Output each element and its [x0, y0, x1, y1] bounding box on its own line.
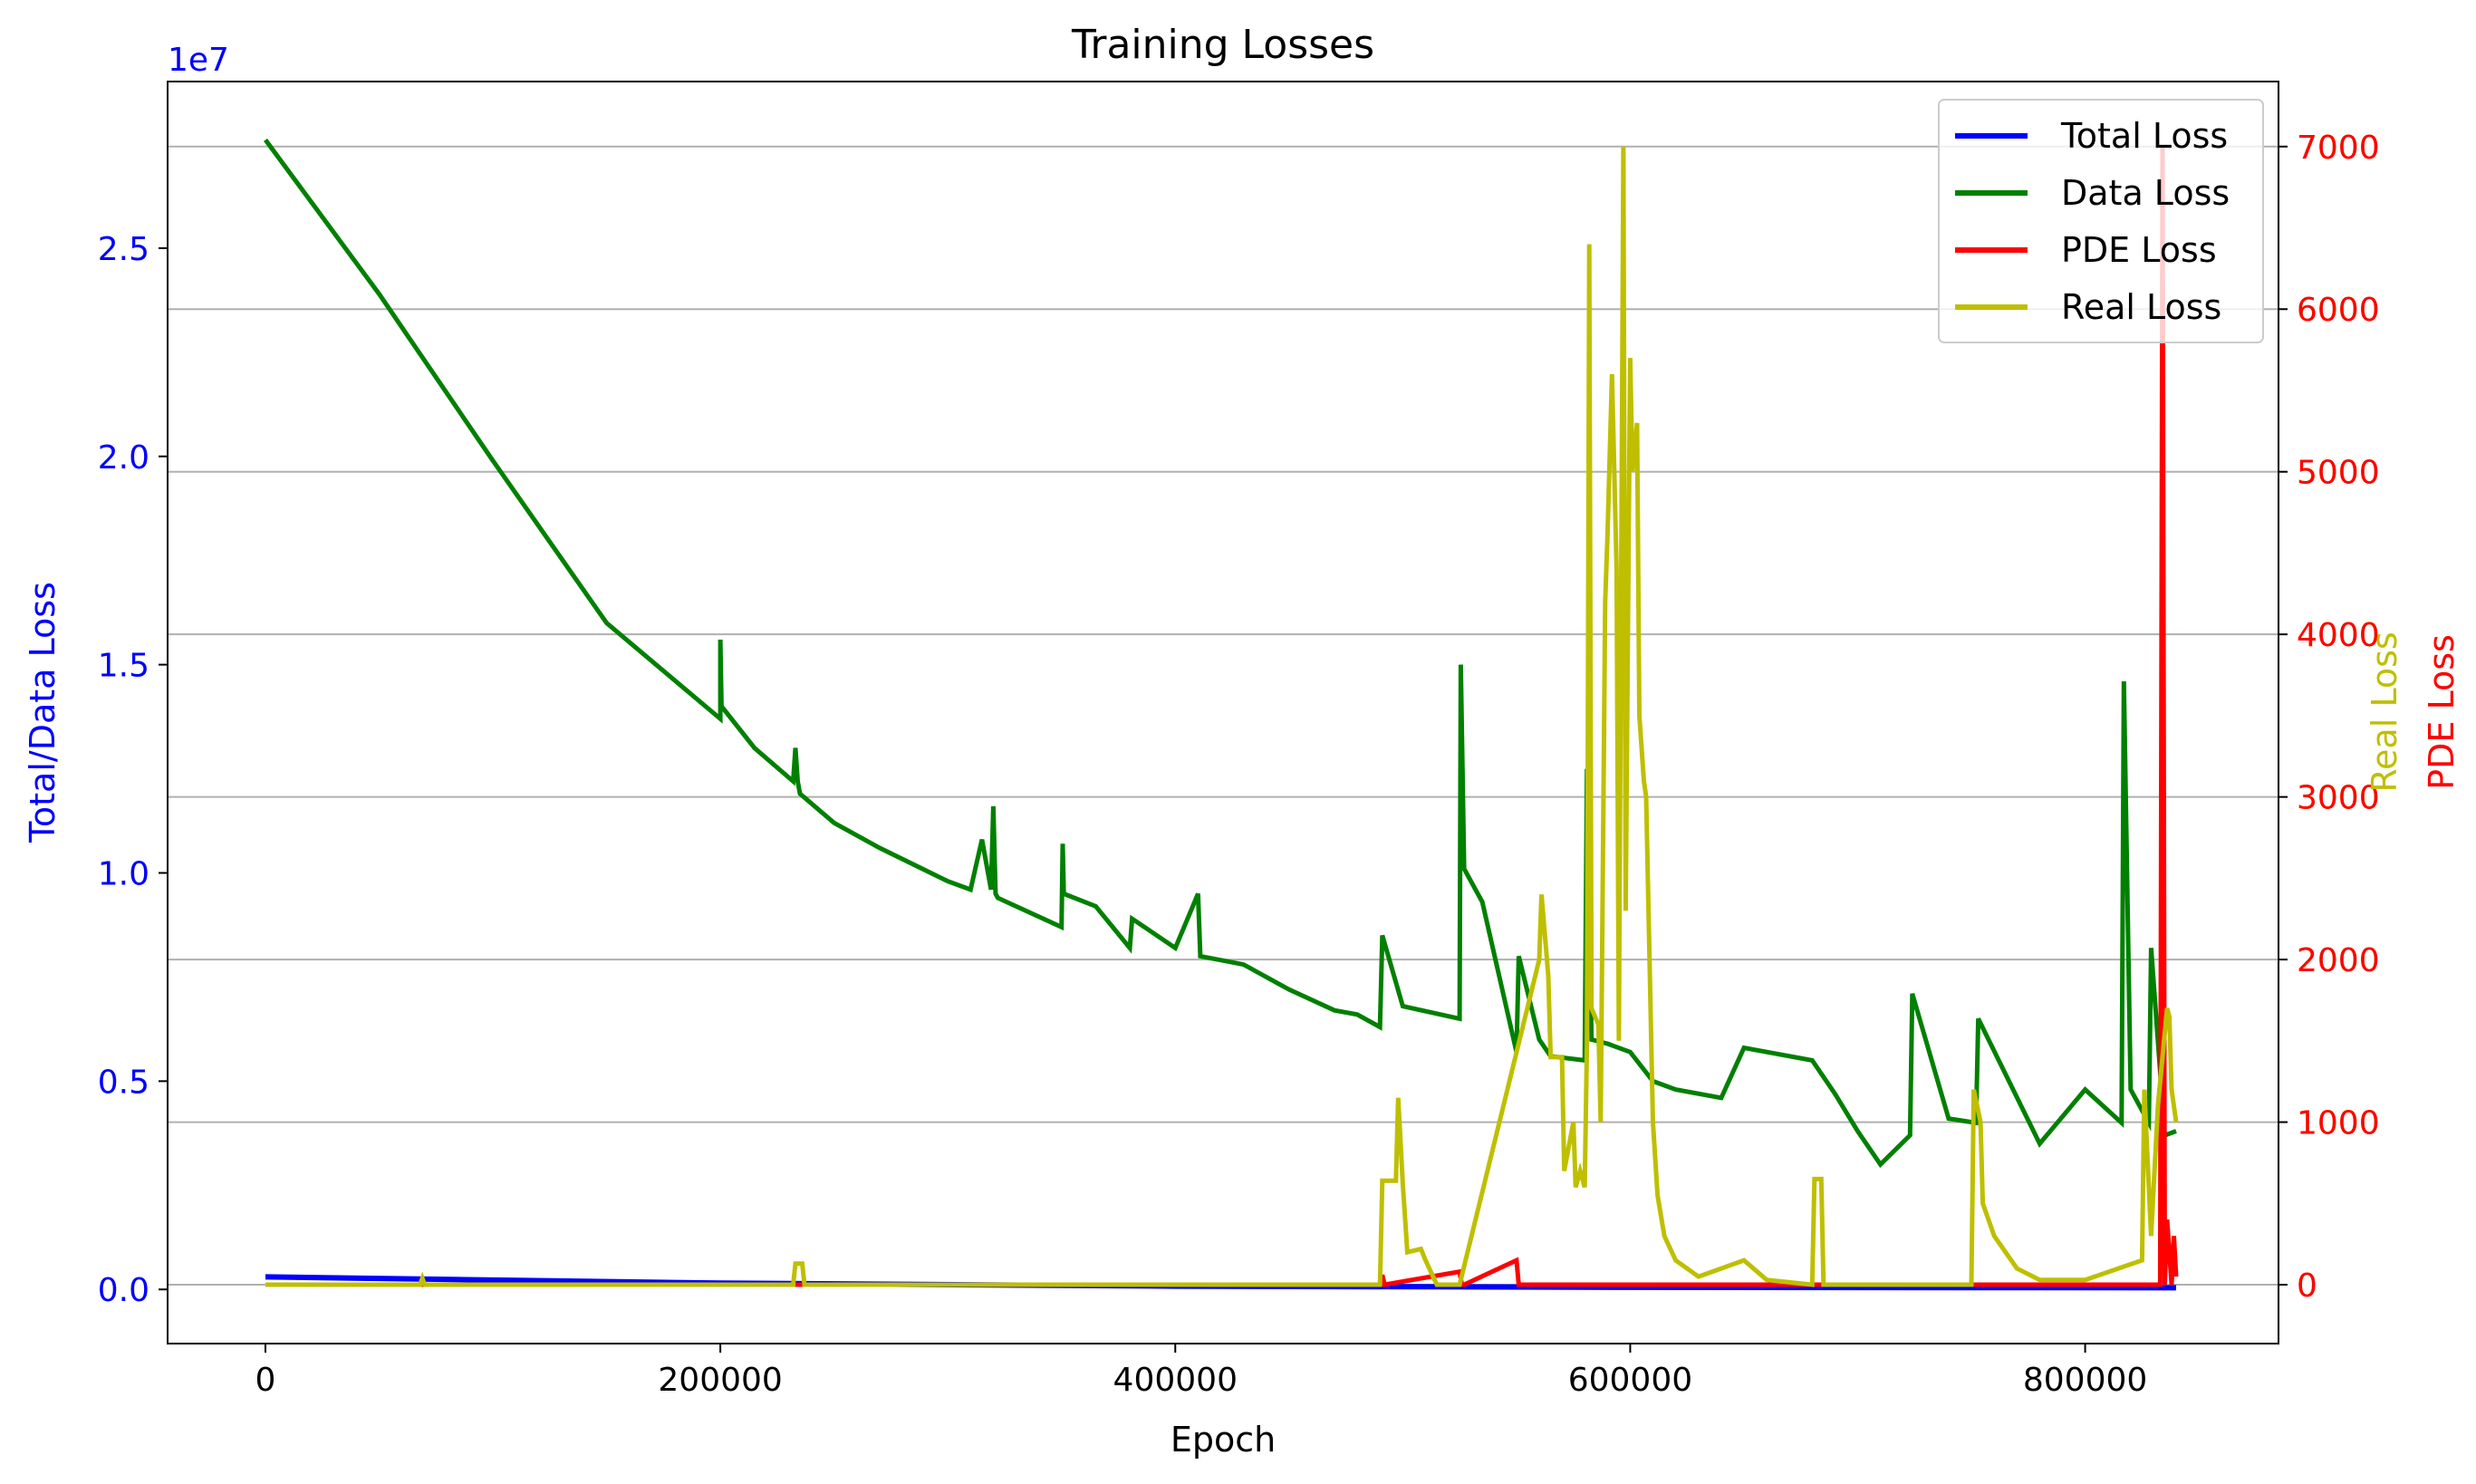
- legend-box: [1938, 99, 2264, 343]
- x-axis-ticks: 0 200000 400000 600000 800000: [255, 1344, 2147, 1399]
- pde-tick-label: 7000: [2297, 130, 2380, 167]
- pde-axis-label: PDE Loss: [2422, 634, 2462, 790]
- real-axis-label: Real Loss: [2365, 631, 2404, 792]
- legend: Total Loss Data Loss PDE Loss Real Loss: [1938, 99, 2264, 343]
- pde-tick-label: 2000: [2297, 942, 2380, 979]
- real-tick-label: 3000: [2297, 780, 2380, 817]
- legend-label-total: Total Loss: [2060, 116, 2228, 156]
- pde-loss-line: [265, 146, 2179, 1287]
- legend-label-real: Real Loss: [2061, 287, 2221, 327]
- left-tick-label: 1.0: [98, 855, 149, 892]
- x-tick-label: 400000: [1113, 1362, 1238, 1399]
- left-tick-label: 2.5: [98, 231, 149, 268]
- pde-tick-label: 1000: [2297, 1105, 2380, 1142]
- legend-label-pde: PDE Loss: [2061, 230, 2217, 270]
- series-lines: [263, 138, 2179, 1291]
- left-tick-label: 2.0: [98, 439, 149, 477]
- data-loss-line: [263, 138, 2177, 1169]
- real-tick-label: 7000: [2297, 130, 2380, 167]
- x-tick-label: 200000: [658, 1362, 782, 1399]
- left-axis-offset: 1e7: [168, 42, 229, 79]
- real-tick-label: 6000: [2297, 292, 2380, 329]
- right-axis-ticks: 0010001000200020003000300040004000500050…: [2278, 130, 2380, 1305]
- x-tick-label: 800000: [2023, 1362, 2147, 1399]
- x-axis-label: Epoch: [1171, 1420, 1276, 1460]
- left-tick-label: 1.5: [98, 648, 149, 685]
- pde-tick-label: 4000: [2297, 617, 2380, 654]
- pde-tick-label: 0: [2297, 1267, 2317, 1305]
- real-tick-label: 1000: [2297, 1105, 2380, 1142]
- real-tick-label: 2000: [2297, 942, 2380, 979]
- plot-frame: [167, 81, 2279, 1344]
- legend-label-data: Data Loss: [2061, 173, 2230, 213]
- pde-tick-label: 3000: [2297, 780, 2380, 817]
- x-tick-label: 600000: [1568, 1362, 1692, 1399]
- x-tick-label: 0: [255, 1362, 276, 1399]
- pde-tick-label: 6000: [2297, 292, 2380, 329]
- real-tick-label: 5000: [2297, 455, 2380, 492]
- left-tick-label: 0.5: [98, 1064, 149, 1101]
- real-tick-label: 4000: [2297, 617, 2380, 654]
- real-tick-label: 0: [2297, 1267, 2317, 1305]
- chart-title: Training Losses: [1071, 22, 1374, 68]
- left-axis-label: Total/Data Loss: [23, 582, 63, 843]
- real-loss-line: [265, 146, 2179, 1287]
- left-axis-ticks: 0.0 0.5 1.0 1.5 2.0 2.5: [98, 231, 168, 1309]
- left-tick-label: 0.0: [98, 1272, 149, 1309]
- pde-tick-label: 5000: [2297, 455, 2380, 492]
